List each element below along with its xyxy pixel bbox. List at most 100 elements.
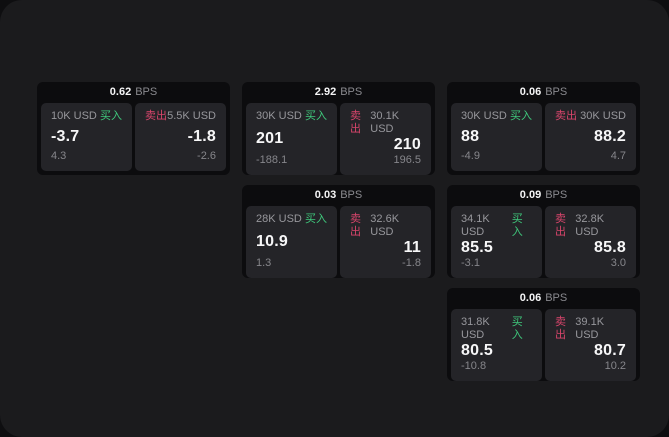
buy-price: 88 [461,127,480,145]
spread-header: 0.06 BPS [447,82,640,103]
quote-panels: 34.1K USD 买入 85.5 -3.1 卖出 32.8K USD 85.8… [447,206,640,278]
spread-value: 0.03 [314,189,337,201]
sell-price: 11 [403,239,421,256]
sell-sub-value: 3.0 [610,257,626,269]
sell-price: 85.8 [594,239,626,256]
sell-price: -1.8 [187,127,216,145]
buy-sub-value: -188.1 [256,154,288,166]
buy-quote-tile[interactable]: 34.1K USD 买入 85.5 -3.1 [451,206,542,278]
quote-grid: 0.62 BPS 10K USD 买入 -3.7 4.3 卖出 [37,82,640,381]
sell-side-label: 卖出 [555,213,566,238]
sell-side-label: 卖出 [145,110,167,122]
buy-side-label: 买入 [305,213,327,225]
sell-sub-value: 10.2 [604,360,626,372]
buy-quote-tile[interactable]: 28K USD 买入 10.9 1.3 [246,206,337,278]
buy-amount: 30K USD [461,110,507,122]
quote-card: 0.06 BPS 30K USD 买入 88 -4.9 卖出 [447,82,640,175]
buy-tile-header: 30K USD 买入 [256,110,327,123]
buy-tile-header: 28K USD 买入 [256,213,327,226]
sell-side-label: 卖出 [555,110,577,122]
spread-value: 0.06 [519,86,542,98]
sell-side-label: 卖出 [350,213,361,238]
buy-price: -3.7 [51,127,80,145]
sell-amount: 30K USD [580,110,626,122]
quote-card: 0.09 BPS 34.1K USD 买入 85.5 -3.1 卖出 [447,185,640,278]
quote-card: 0.03 BPS 28K USD 买入 10.9 1.3 卖出 [242,185,435,278]
buy-amount: 31.8K USD [461,316,490,341]
buy-quote-tile[interactable]: 31.8K USD 买入 80.5 -10.8 [451,309,542,381]
sell-quote-tile[interactable]: 卖出 39.1K USD 80.7 10.2 [545,309,636,381]
quote-panels: 30K USD 买入 88 -4.9 卖出 30K USD 88.2 4.7 [447,103,640,175]
quote-card: 2.92 BPS 30K USD 买入 201 -188.1 卖出 [242,82,435,175]
buy-amount: 34.1K USD [461,213,490,238]
buy-sub-value: 4.3 [51,150,67,162]
sell-tile-header: 卖出 30.1K USD [350,110,421,136]
quote-panels: 10K USD 买入 -3.7 4.3 卖出 5.5K USD -1.8 -2.… [37,103,230,175]
sell-amount: 32.8K USD [575,213,605,238]
quote-card: 0.62 BPS 10K USD 买入 -3.7 4.3 卖出 [37,82,230,175]
quote-panels: 31.8K USD 买入 80.5 -10.8 卖出 39.1K USD 80.… [447,309,640,381]
buy-quote-tile[interactable]: 30K USD 买入 201 -188.1 [246,103,337,175]
spread-header: 0.62 BPS [37,82,230,103]
spread-value: 0.06 [519,292,542,304]
buy-side-label: 买入 [511,213,523,238]
spread-header: 0.06 BPS [447,288,640,309]
sell-price: 88.2 [594,127,626,145]
buy-price: 10.9 [256,232,288,250]
spread-value: 2.92 [314,86,337,98]
sell-quote-tile[interactable]: 卖出 32.6K USD 11 -1.8 [340,206,431,278]
buy-price: 85.5 [461,239,493,256]
buy-side-label: 买入 [100,110,122,122]
quote-panels: 28K USD 买入 10.9 1.3 卖出 32.6K USD 11 -1.8 [242,206,435,278]
buy-sub-value: -10.8 [461,360,487,372]
sell-amount: 30.1K USD [370,110,400,135]
sell-side-label: 卖出 [555,316,566,341]
sell-sub-value: 196.5 [393,154,421,166]
spread-unit: BPS [545,292,568,304]
quote-card: 0.06 BPS 31.8K USD 买入 80.5 -10.8 卖 [447,288,640,381]
sell-price: 210 [393,136,421,153]
spread-value: 0.62 [109,86,132,98]
buy-tile-header: 10K USD 买入 [51,110,122,123]
sell-sub-value: 4.7 [610,150,626,162]
spread-header: 0.09 BPS [447,185,640,206]
buy-price: 201 [256,129,284,147]
spread-unit: BPS [545,86,568,98]
buy-sub-value: -4.9 [461,150,480,162]
buy-quote-tile[interactable]: 30K USD 买入 88 -4.9 [451,103,542,171]
quote-panels: 30K USD 买入 201 -188.1 卖出 30.1K USD 210 1… [242,103,435,175]
sell-sub-value: -1.8 [402,257,421,269]
buy-tile-header: 34.1K USD 买入 [461,213,532,239]
buy-sub-value: -3.1 [461,257,480,269]
buy-tile-header: 31.8K USD 买入 [461,316,532,342]
sell-side-label: 卖出 [350,110,361,135]
sell-quote-tile[interactable]: 卖出 30K USD 88.2 4.7 [545,103,636,171]
buy-side-label: 买入 [305,110,327,122]
sell-sub-value: -2.6 [197,150,216,162]
spread-unit: BPS [135,86,158,98]
sell-tile-header: 卖出 30K USD [555,110,626,123]
sell-tile-header: 卖出 32.8K USD [555,213,626,239]
sell-quote-tile[interactable]: 卖出 32.8K USD 85.8 3.0 [545,206,636,278]
sell-quote-tile[interactable]: 卖出 5.5K USD -1.8 -2.6 [135,103,226,171]
sell-tile-header: 卖出 32.6K USD [350,213,421,239]
sell-tile-header: 卖出 5.5K USD [145,110,216,123]
spread-unit: BPS [340,86,363,98]
buy-amount: 10K USD [51,110,97,122]
buy-side-label: 买入 [510,110,532,122]
sell-tile-header: 卖出 39.1K USD [555,316,626,342]
buy-side-label: 买入 [511,316,523,341]
buy-quote-tile[interactable]: 10K USD 买入 -3.7 4.3 [41,103,132,171]
sell-quote-tile[interactable]: 卖出 30.1K USD 210 196.5 [340,103,431,175]
sell-amount: 5.5K USD [167,110,216,122]
buy-sub-value: 1.3 [256,257,272,269]
sell-price: 80.7 [594,342,626,359]
sell-amount: 39.1K USD [575,316,605,341]
spread-value: 0.09 [519,189,542,201]
spread-unit: BPS [545,189,568,201]
buy-amount: 28K USD [256,213,302,225]
buy-amount: 30K USD [256,110,302,122]
sell-amount: 32.6K USD [370,213,400,238]
